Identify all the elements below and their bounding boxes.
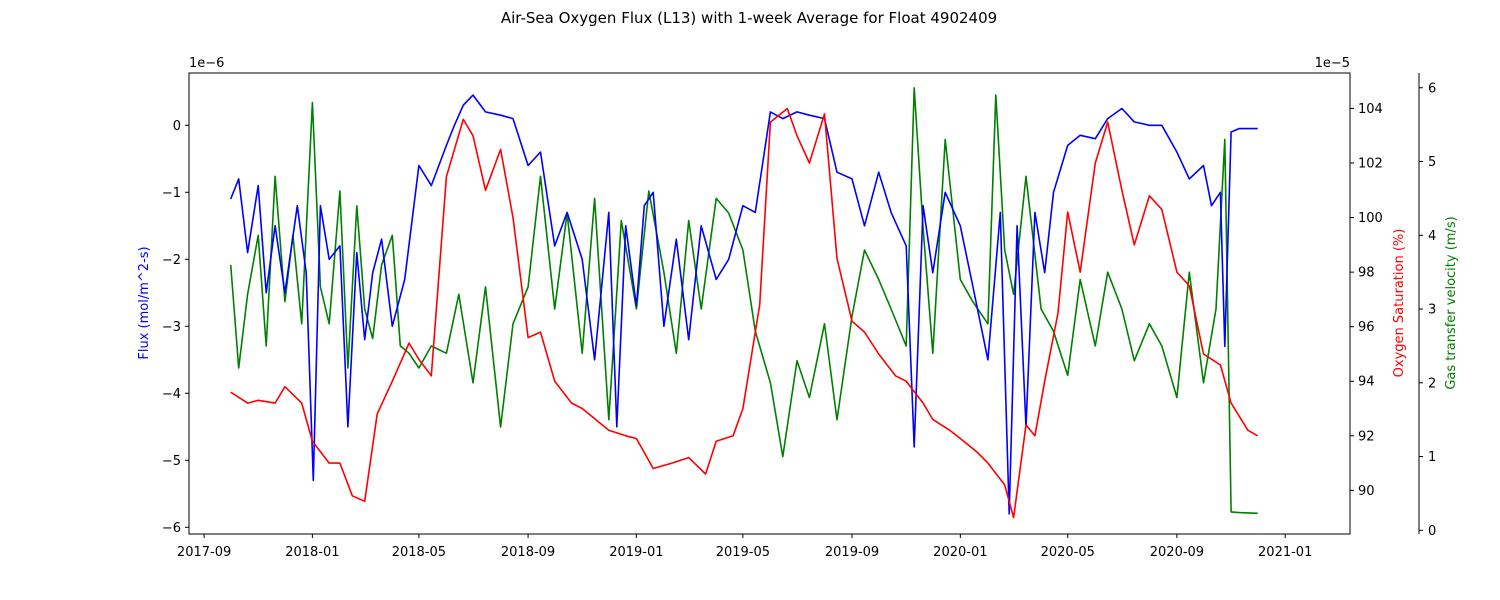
right1-tick-label: 92 bbox=[1358, 429, 1375, 444]
left-tick-label: 0 bbox=[173, 119, 181, 134]
right-axis-saturation-label: Oxygen Saturation (%) bbox=[1392, 229, 1407, 378]
right-axis-saturation-exponent: 1e−5 bbox=[1315, 56, 1350, 71]
right2-tick-label: 6 bbox=[1428, 81, 1436, 96]
right-axis-saturation: 90 92 94 96 98 100 102 104 bbox=[1350, 102, 1383, 499]
x-tick-label: 2019-09 bbox=[825, 545, 879, 560]
left-axis-label: Flux (mol/m^2-s) bbox=[137, 246, 152, 359]
right1-tick-label: 94 bbox=[1358, 375, 1375, 390]
left-tick-label: −6 bbox=[162, 521, 181, 536]
right1-tick-label: 98 bbox=[1358, 266, 1375, 281]
right2-tick-label: 4 bbox=[1428, 229, 1436, 244]
left-tick-label: −4 bbox=[162, 387, 181, 402]
left-axis: 0 −1 −2 −3 −4 −5 −6 bbox=[162, 119, 189, 536]
right-axis-velocity: 0 1 2 3 4 5 6 bbox=[1418, 73, 1436, 539]
left-tick-label: −1 bbox=[162, 186, 181, 201]
plot-frame bbox=[188, 72, 1351, 535]
x-tick-label: 2021-01 bbox=[1258, 545, 1312, 560]
x-tick-label: 2020-09 bbox=[1150, 545, 1204, 560]
x-axis: 2017-09 2018-01 2018-05 2018-09 2019-01 2019-… bbox=[177, 534, 1312, 560]
x-tick-label: 2018-05 bbox=[392, 545, 446, 560]
velocity-series-line bbox=[229, 87, 1258, 515]
x-tick-label: 2017-09 bbox=[177, 545, 231, 560]
chart-title: Air-Sea Oxygen Flux (L13) with 1-week Av… bbox=[501, 9, 997, 27]
right1-tick-label: 96 bbox=[1358, 320, 1375, 335]
x-tick-label: 2018-09 bbox=[501, 545, 555, 560]
right2-tick-label: 5 bbox=[1428, 155, 1436, 170]
left-tick-label: −3 bbox=[162, 320, 181, 335]
left-tick-label: −2 bbox=[162, 253, 181, 268]
right1-tick-label: 90 bbox=[1358, 484, 1375, 499]
right1-tick-label: 100 bbox=[1358, 211, 1383, 226]
right-axis-velocity-label: Gas transfer velocity (m/s) bbox=[1444, 216, 1459, 389]
x-tick-label: 2020-01 bbox=[933, 545, 987, 560]
x-tick-label: 2018-01 bbox=[285, 545, 339, 560]
right1-tick-label: 102 bbox=[1358, 157, 1383, 172]
right2-tick-label: 2 bbox=[1428, 376, 1436, 391]
x-tick-label: 2019-01 bbox=[609, 545, 663, 560]
series-layer bbox=[229, 87, 1259, 519]
saturation-series-line bbox=[230, 107, 1259, 519]
x-tick-label: 2019-05 bbox=[716, 545, 770, 560]
right2-tick-label: 0 bbox=[1428, 524, 1436, 539]
flux-series-line bbox=[229, 94, 1258, 515]
left-axis-exponent: 1e−6 bbox=[189, 56, 224, 71]
right2-tick-label: 3 bbox=[1428, 303, 1436, 318]
left-tick-label: −5 bbox=[162, 454, 181, 469]
right1-tick-label: 104 bbox=[1358, 102, 1383, 117]
plot-area bbox=[188, 72, 1351, 535]
x-tick-label: 2020-05 bbox=[1041, 545, 1095, 560]
right2-tick-label: 1 bbox=[1428, 450, 1436, 465]
